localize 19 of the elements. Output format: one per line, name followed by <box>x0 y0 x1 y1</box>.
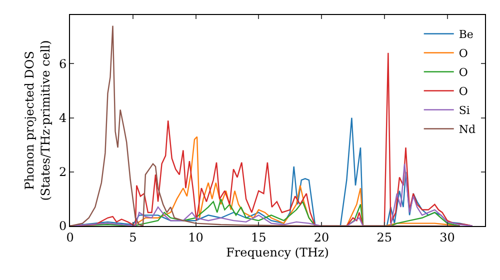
legend-label: O <box>458 66 468 80</box>
y-tick-label: 2 <box>58 165 67 180</box>
legend-label: Be <box>458 28 474 42</box>
x-tick-label: 5 <box>129 230 137 244</box>
x-tick-label: 30 <box>440 230 455 244</box>
line-series <box>70 25 460 226</box>
x-tick-label: 15 <box>251 230 266 244</box>
legend-label: O <box>458 85 468 98</box>
legend-label: Si <box>458 104 470 118</box>
legend-label: O <box>458 47 468 60</box>
y-tick-label: 0 <box>58 219 67 234</box>
y-axis-title: Phonon projected DOS (States/THz·primitive cell) <box>22 40 52 201</box>
y-tick-label: 6 <box>58 56 67 71</box>
legend-label: Nd <box>458 123 476 136</box>
x-tick-label: 20 <box>314 230 330 244</box>
x-tick-label: 10 <box>188 230 204 244</box>
x-axis-title: Frequency (THz) <box>226 245 329 260</box>
x-tick-label: 25 <box>376 230 392 244</box>
y-tick-label: 4 <box>58 110 67 125</box>
